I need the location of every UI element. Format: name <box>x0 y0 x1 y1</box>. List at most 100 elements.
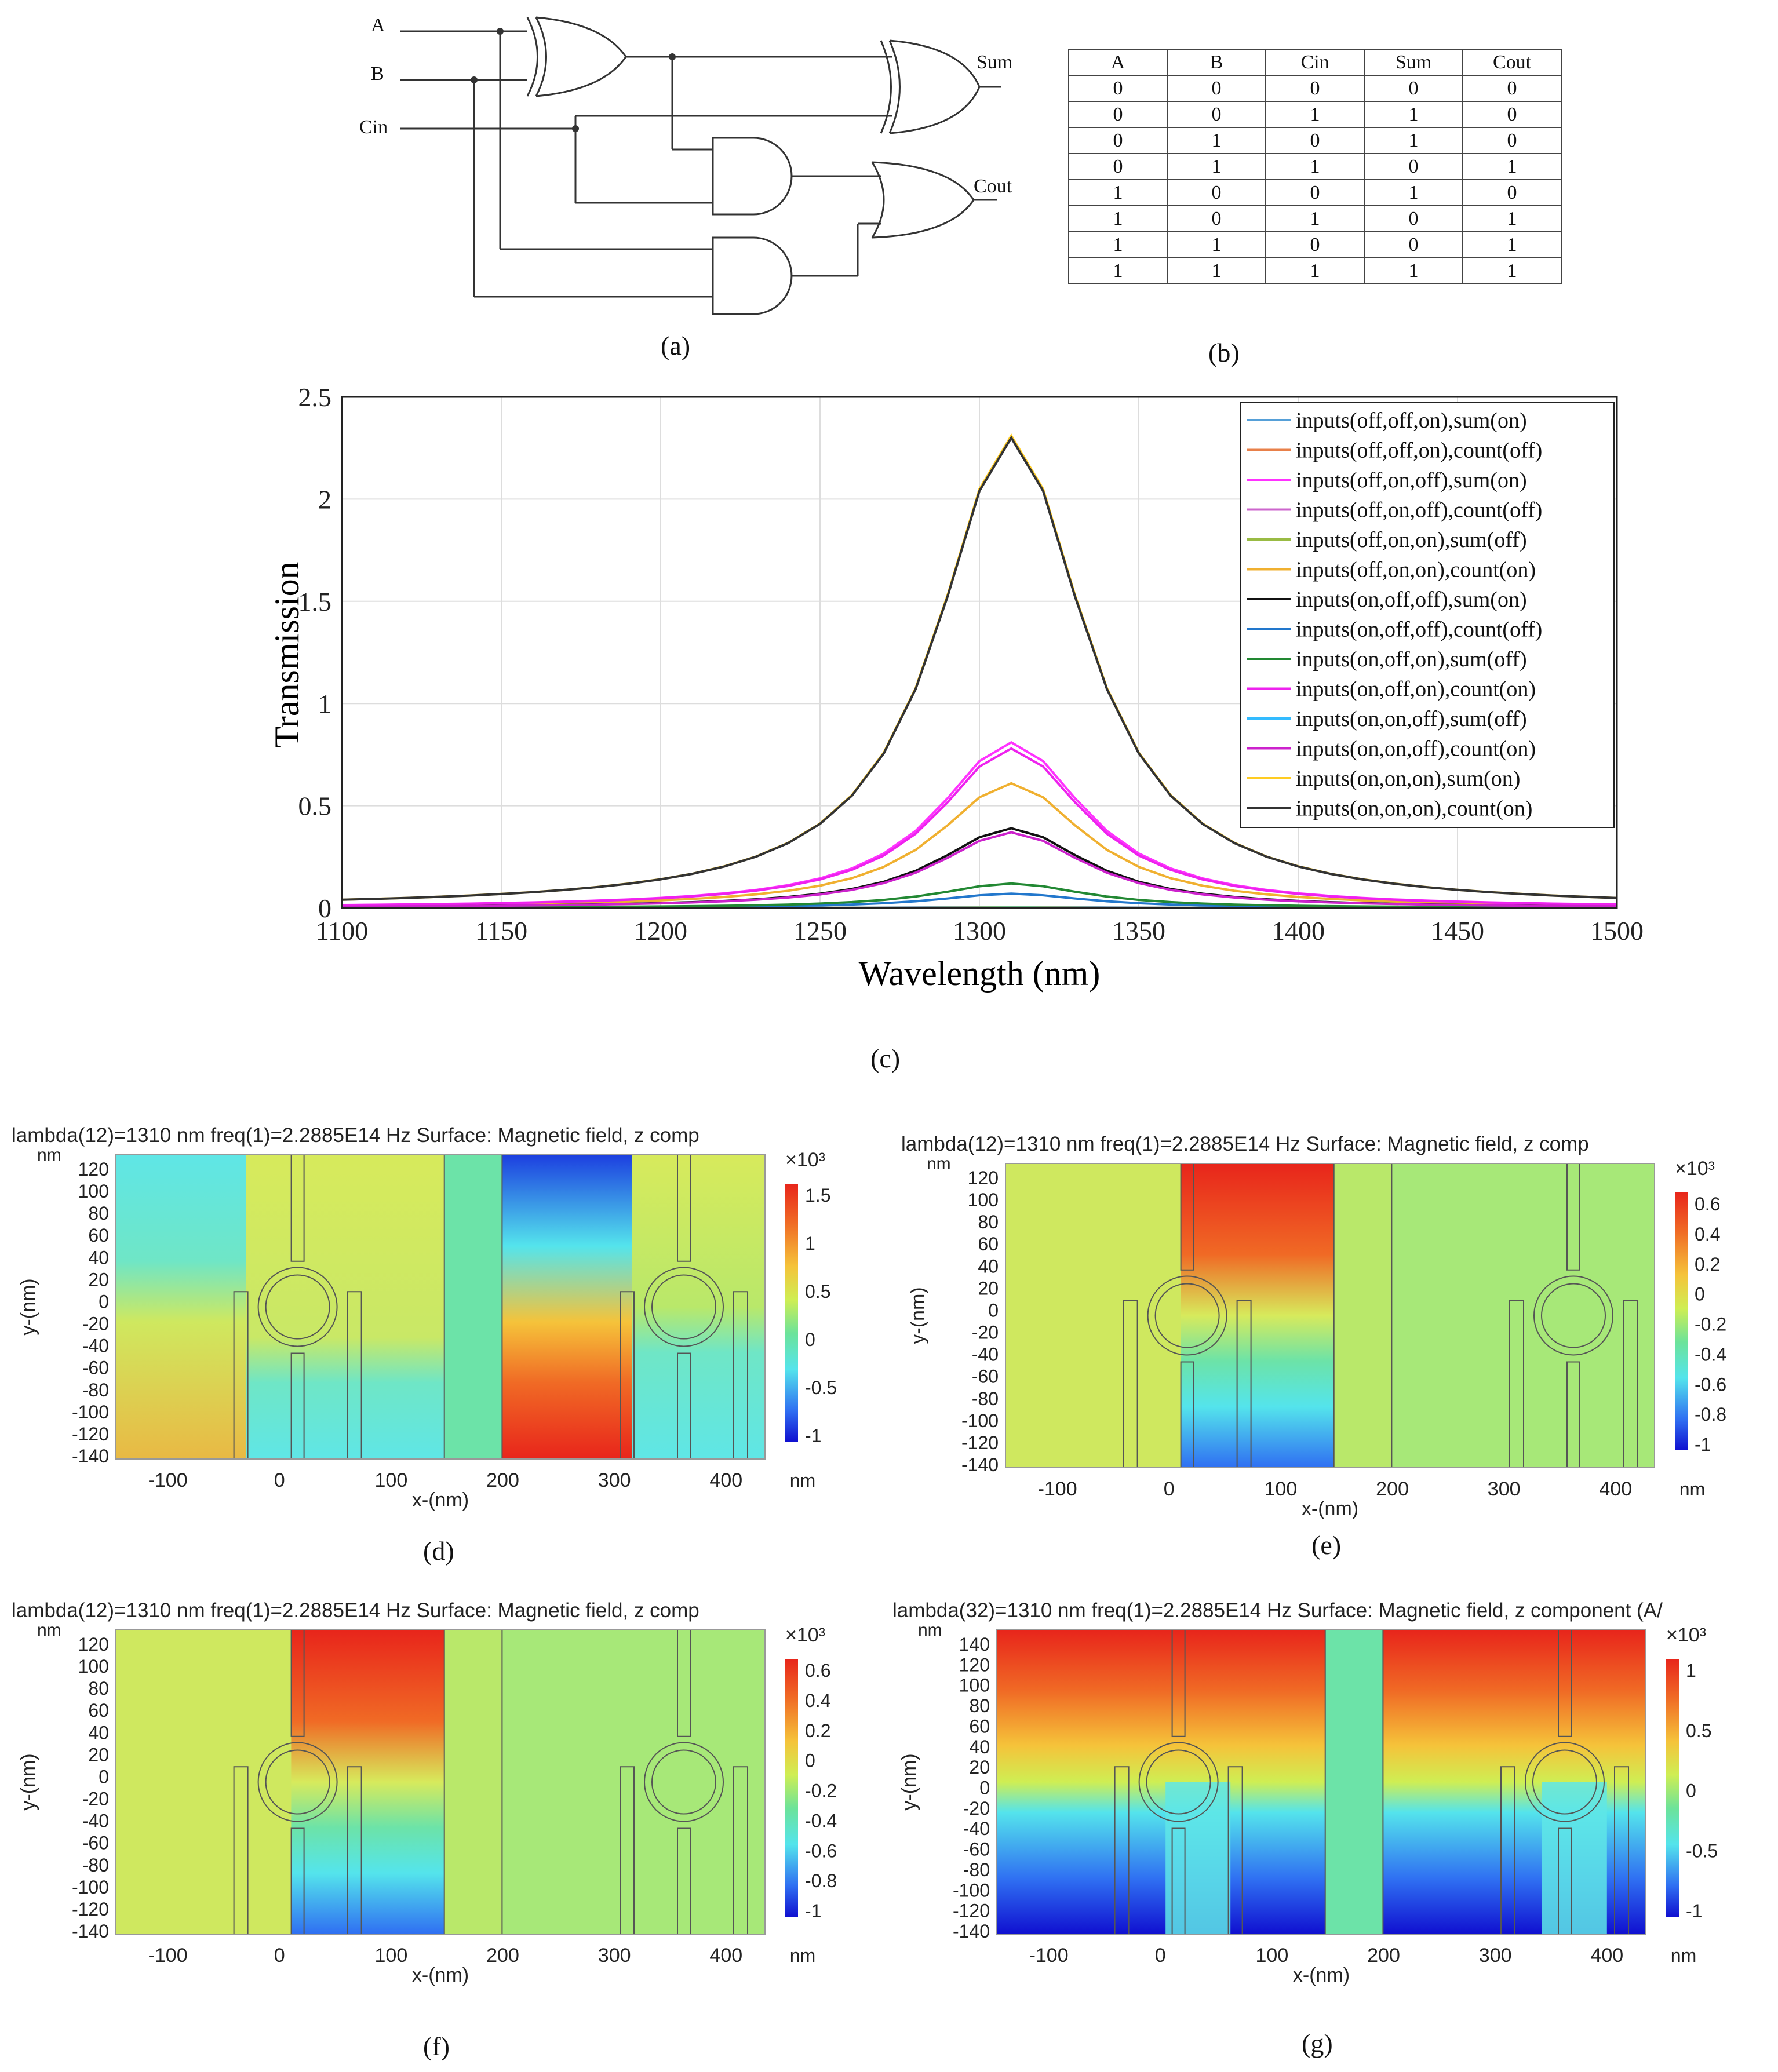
colorbar <box>1675 1192 1688 1450</box>
colorbar-tick-label: 0 <box>1695 1284 1705 1305</box>
table-cell: 1 <box>1364 101 1463 128</box>
y-tick-label: -20 <box>82 1314 109 1334</box>
x-tick-label: 200 <box>486 1945 519 1967</box>
series-line <box>341 435 1617 901</box>
x-tick-label: 400 <box>709 1469 742 1491</box>
x-tick-label: 300 <box>1488 1478 1521 1500</box>
x-tick-label: 100 <box>375 1469 408 1491</box>
field-region <box>1181 1163 1337 1468</box>
colorbar-exponent: ×10³ <box>785 1149 825 1171</box>
field-region <box>1165 1782 1231 1934</box>
table-cell: 0 <box>1167 75 1266 102</box>
label-output-cout: Cout <box>974 176 1012 197</box>
colorbar <box>785 1184 798 1442</box>
table-cell: 1 <box>1068 179 1168 206</box>
x-unit-label: nm <box>1679 1479 1705 1500</box>
y-unit-label: nm <box>37 1621 61 1640</box>
y-tick-label: -100 <box>72 1877 109 1898</box>
legend-entry: inputs(on,on,on),count(on) <box>1296 797 1532 821</box>
y-tick-label: -120 <box>72 1424 109 1444</box>
colorbar-tick-label: -0.8 <box>1695 1404 1726 1425</box>
colorbar-tick-label: -0.4 <box>805 1810 837 1831</box>
x-tick-label: 0 <box>274 1469 285 1491</box>
legend-entry: inputs(off,on,on),sum(off) <box>1296 528 1527 552</box>
y-tick-label: -120 <box>961 1432 999 1453</box>
legend-entry: inputs(off,on,off),count(off) <box>1296 498 1542 523</box>
ring-resonator <box>257 1742 338 1822</box>
ring-resonator <box>1533 1275 1613 1356</box>
y-tick-label: -80 <box>963 1859 990 1880</box>
y-tick-label: 0.5 <box>298 791 332 821</box>
table-cell: 1 <box>1364 179 1463 206</box>
field-region <box>997 1630 1325 1934</box>
table-cell: 1 <box>1265 205 1365 232</box>
colorbar-tick-label: -0.6 <box>805 1840 837 1861</box>
field-map-g: lambda(32)=1310 nm freq(1)=2.2885E14 Hz … <box>892 1599 1718 1986</box>
field-region <box>1542 1782 1607 1934</box>
field-region <box>444 1630 502 1934</box>
x-axis-label: x-(nm) <box>412 1489 469 1511</box>
legend-entry: inputs(on,on,off),count(on) <box>1296 737 1536 761</box>
colorbar-tick-label: 0 <box>805 1329 815 1350</box>
x-tick-label: 1300 <box>953 916 1006 946</box>
y-tick-label: 100 <box>968 1190 999 1210</box>
colorbar-exponent: ×10³ <box>1675 1158 1715 1180</box>
y-tick-label: -20 <box>963 1798 990 1819</box>
x-tick-label: 1200 <box>634 916 687 946</box>
ring-resonator <box>644 1742 724 1822</box>
y-unit-label: nm <box>927 1154 951 1173</box>
x-tick-label: 1400 <box>1271 916 1325 946</box>
colorbar-exponent: ×10³ <box>1666 1624 1706 1646</box>
legend-entry: inputs(on,off,off),sum(on) <box>1296 588 1527 612</box>
y-tick-label: 100 <box>78 1656 109 1677</box>
y-tick-label: 0 <box>99 1291 109 1312</box>
x-tick-label: 200 <box>486 1469 519 1491</box>
colorbar-tick-label: -1 <box>1686 1900 1702 1921</box>
y-tick-label: 80 <box>88 1678 109 1699</box>
ring-core <box>1532 1749 1597 1815</box>
y-tick-label: 40 <box>88 1722 109 1743</box>
series-line <box>341 831 1617 908</box>
colorbar-tick-label: -0.2 <box>1695 1314 1726 1335</box>
y-tick-label: 40 <box>969 1737 990 1757</box>
y-tick-label: 2.5 <box>298 382 332 412</box>
caption-e: (e) <box>1311 1530 1342 1560</box>
legend-entry: inputs(on,on,on),sum(on) <box>1296 767 1520 791</box>
table-cell: 0 <box>1265 179 1365 206</box>
colorbar-tick-label: 0 <box>805 1750 815 1771</box>
ring-core <box>1541 1283 1606 1348</box>
colorbar-tick-label: -1 <box>805 1425 821 1446</box>
x-unit-label: nm <box>1671 1945 1696 1966</box>
table-cell: 0 <box>1265 231 1365 258</box>
field-region <box>632 1155 765 1459</box>
table-cell: 0 <box>1068 127 1168 154</box>
chart-legend <box>1240 402 1615 828</box>
table-cell: 1 <box>1265 153 1365 180</box>
x-tick-label: 200 <box>1376 1478 1409 1500</box>
table-cell: 1 <box>1364 127 1463 154</box>
legend-entry: inputs(on,off,off),count(off) <box>1296 618 1542 642</box>
x-tick-label: 300 <box>598 1469 631 1491</box>
x-tick-label: 0 <box>274 1945 285 1967</box>
y-tick-label: -100 <box>953 1880 990 1900</box>
y-tick-label: 1.5 <box>298 587 332 617</box>
x-tick-label: 400 <box>1599 1478 1632 1500</box>
y-tick-label: -40 <box>963 1818 990 1839</box>
x-tick-label: 300 <box>598 1945 631 1967</box>
colorbar-tick-label: 0.4 <box>805 1690 830 1711</box>
x-tick-label: 0 <box>1155 1945 1166 1967</box>
table-cell: 0 <box>1068 153 1168 180</box>
table-cell: 0 <box>1462 75 1562 102</box>
table-cell: 0 <box>1364 231 1463 258</box>
field-region <box>1325 1630 1383 1934</box>
label-input-a: A <box>371 14 385 36</box>
legend-entry: inputs(off,off,on),sum(on) <box>1296 408 1527 433</box>
colorbar-tick-label: 0.2 <box>1695 1254 1720 1275</box>
colorbar-tick-label: -0.4 <box>1695 1344 1726 1365</box>
table-cell: 1 <box>1167 153 1266 180</box>
x-tick-label: 100 <box>375 1945 408 1967</box>
